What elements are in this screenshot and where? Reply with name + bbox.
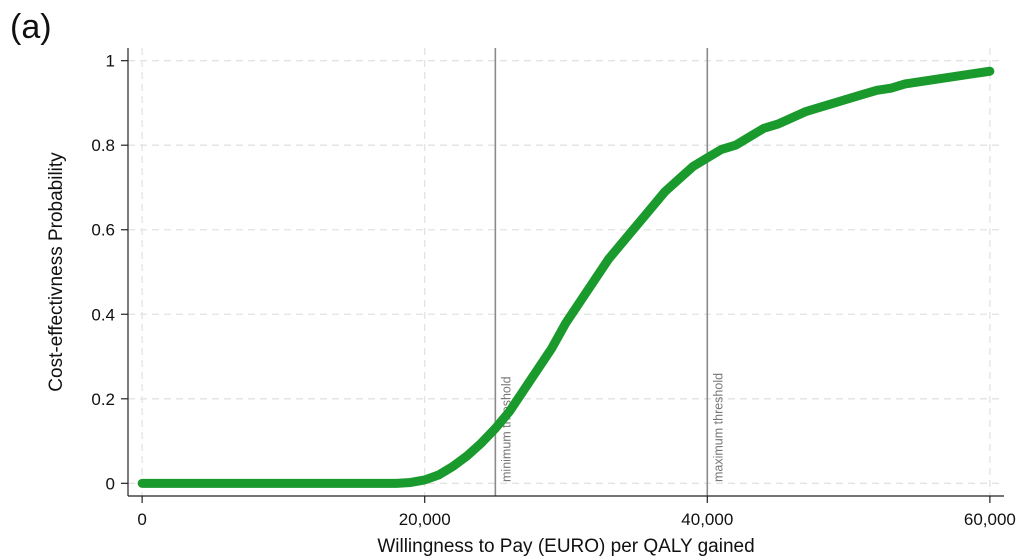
x-tick-label: 60,000: [964, 510, 1016, 529]
y-tick-label: 0.2: [91, 390, 115, 409]
grid: [128, 48, 1004, 496]
y-tick-labels: 0 0.2 0.4 0.6 0.8 1: [91, 52, 115, 494]
reference-lines: minimum threshold maximum threshold: [494, 48, 725, 496]
y-tick-label: 1: [106, 52, 115, 71]
x-tick-label: 20,000: [399, 510, 451, 529]
axes: [121, 48, 1004, 503]
x-tick-label: 0: [137, 510, 146, 529]
panel-label: (a): [10, 8, 52, 46]
y-tick-label: 0.6: [91, 221, 115, 240]
x-axis-title: Willingness to Pay (EURO) per QALY gaine…: [377, 536, 754, 557]
y-tick-label: 0: [106, 474, 115, 493]
series-line: [137, 66, 995, 488]
y-tick-label: 0.4: [91, 305, 115, 324]
x-tick-labels: 0 20,000 40,000 60,000: [137, 510, 1015, 529]
reference-line-label: minimum threshold: [499, 376, 513, 482]
y-tick-label: 0.8: [91, 136, 115, 155]
y-axis-title: Cost-effectivness Probability: [46, 152, 67, 392]
reference-line-label: maximum threshold: [711, 373, 725, 482]
series: [137, 66, 995, 488]
x-tick-label: 40,000: [681, 510, 733, 529]
